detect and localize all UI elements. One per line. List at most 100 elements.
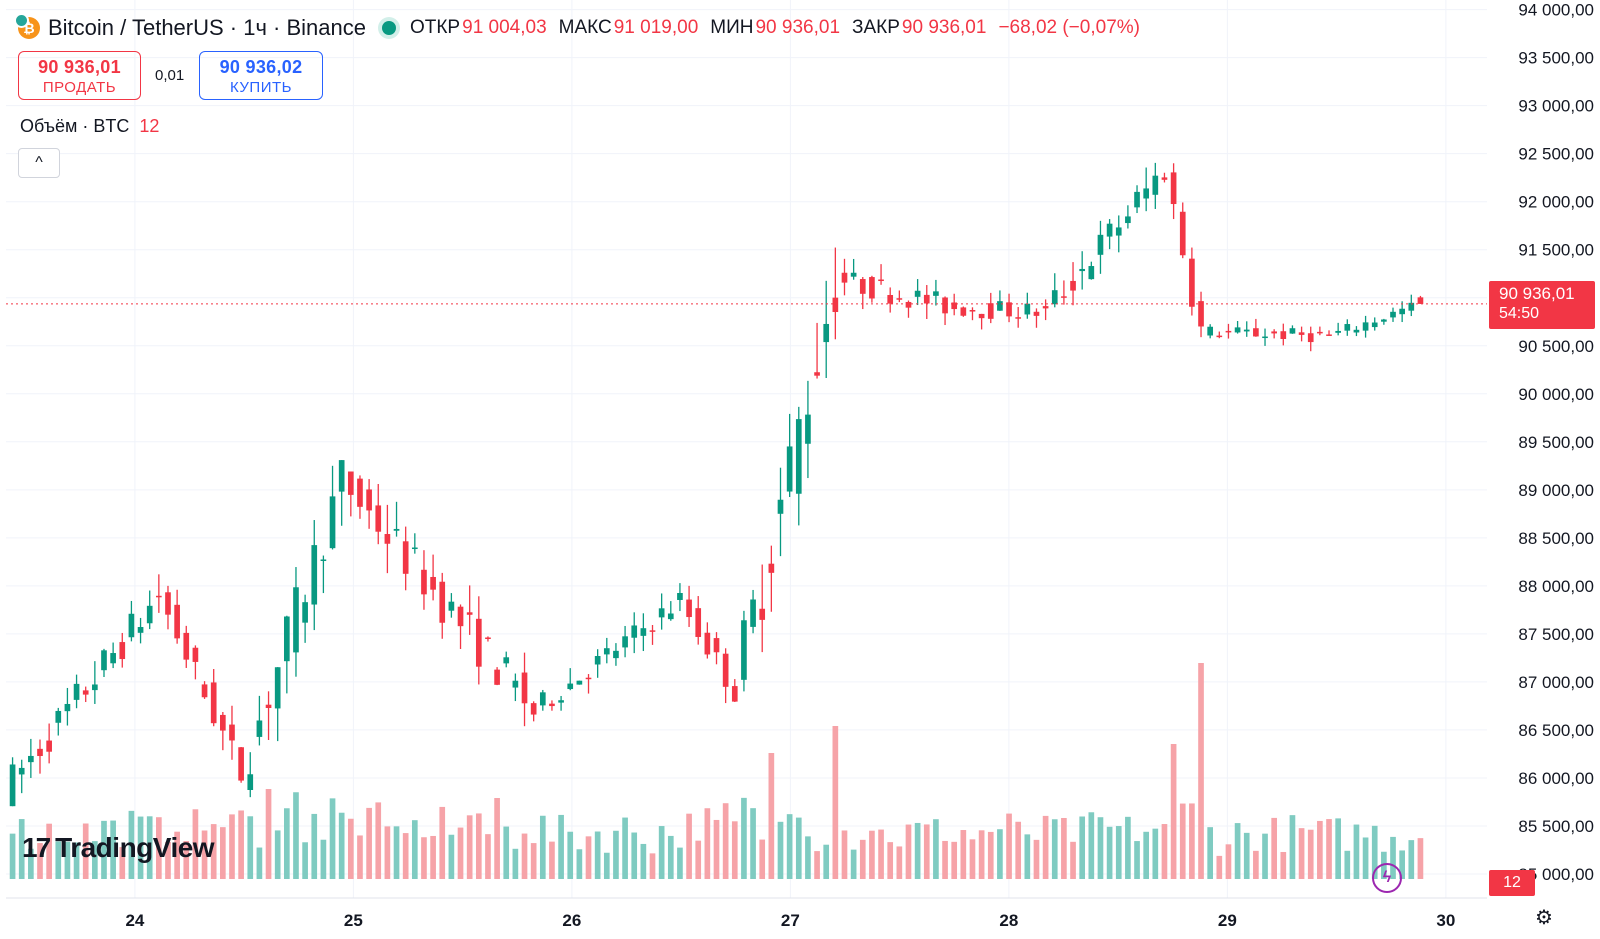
volume-bar: [539, 815, 546, 879]
candle-body: [274, 667, 281, 709]
candle-body: [37, 748, 43, 757]
candle-body: [101, 650, 107, 671]
volume-bar: [18, 819, 25, 879]
candle-body: [247, 774, 254, 791]
volume-bar: [110, 820, 116, 879]
candle-body: [1006, 302, 1012, 317]
low-label: МИН: [710, 17, 754, 38]
candle-body: [201, 684, 208, 698]
candle-body: [567, 683, 574, 690]
symbol-title[interactable]: Bitcoin / TetherUS · 1ч · Binance: [48, 15, 366, 40]
volume-bar: [311, 813, 318, 879]
candle-body: [594, 656, 601, 665]
buy-button[interactable]: 90 936,02 КУПИТЬ: [199, 51, 323, 100]
candle-body: [1106, 223, 1113, 237]
candle-body: [805, 414, 811, 444]
volume-bar: [850, 849, 857, 879]
x-tick-label: 28: [999, 911, 1018, 930]
sell-button[interactable]: 90 936,01 ПРОДАТЬ: [18, 51, 141, 100]
y-tick-label: 87 500,00: [1518, 625, 1594, 644]
candle-body: [128, 613, 135, 638]
volume-bar: [1115, 826, 1122, 879]
volume-value: 12: [139, 116, 160, 136]
candle-body: [969, 310, 976, 312]
close-value: 90 936,01: [901, 17, 987, 38]
candle-body: [750, 599, 756, 627]
candle-body: [795, 419, 802, 494]
y-tick-label: 89 500,00: [1518, 433, 1594, 452]
lightning-icon[interactable]: ϟ: [1372, 863, 1402, 893]
volume-bar: [1042, 815, 1049, 879]
volume-legend[interactable]: Объём · BTC 12: [20, 116, 159, 137]
candle-body: [603, 648, 610, 655]
volume-bar: [987, 831, 994, 879]
candle-body: [1198, 301, 1204, 327]
volume-bar: [439, 806, 446, 879]
candle-body: [210, 682, 217, 724]
volume-bar: [686, 813, 692, 879]
volume-bar: [576, 849, 583, 879]
last-price-tag: 90 936,01 54:50: [1489, 281, 1595, 329]
volume-bar: [558, 814, 564, 879]
volume-bar: [1207, 827, 1214, 879]
candle-body: [1326, 334, 1332, 336]
y-tick-label: 93 500,00: [1518, 49, 1594, 68]
volume-bar: [1344, 850, 1351, 879]
close-label: ЗАКР: [852, 17, 900, 38]
candle-body: [466, 612, 473, 615]
volume-bar: [1033, 839, 1040, 879]
candle-body: [814, 372, 820, 376]
buy-label: КУПИТЬ: [229, 79, 292, 96]
candle-body: [1353, 329, 1360, 333]
volume-bar: [1006, 813, 1012, 879]
volume-bar: [28, 848, 34, 879]
volume-bar: [814, 851, 820, 879]
candle-body: [914, 290, 921, 297]
candle-body: [741, 620, 747, 680]
volume-bar: [914, 822, 921, 879]
candle-body: [677, 593, 683, 600]
volume-bar: [165, 841, 171, 879]
volume-bar: [1024, 834, 1031, 879]
volume-bar: [695, 840, 702, 879]
candle-body: [896, 298, 903, 300]
collapse-legend-button[interactable]: ^: [18, 148, 60, 178]
volume-bar: [960, 830, 967, 879]
volume-bar: [1307, 829, 1314, 879]
candle-body: [1088, 266, 1095, 280]
candle-body: [485, 637, 491, 639]
volume-bar: [731, 821, 738, 879]
volume-bar: [485, 834, 491, 879]
y-tick-label: 86 000,00: [1518, 769, 1594, 788]
volume-bar: [878, 829, 884, 879]
y-tick-label: 92 500,00: [1518, 145, 1594, 164]
volume-bar: [1170, 744, 1177, 879]
candle-body: [82, 690, 89, 695]
volume-bar: [1399, 850, 1405, 879]
buy-price: 90 936,02: [219, 57, 303, 77]
volume-label: Объём · BTC: [20, 116, 130, 136]
candle-body: [978, 313, 985, 319]
candle-body: [183, 632, 190, 660]
candle-body: [850, 272, 857, 277]
volume-bar: [375, 802, 382, 879]
candle-body: [667, 613, 674, 620]
volume-bar: [137, 816, 144, 879]
volume-bar: [64, 841, 71, 879]
market-status-icon[interactable]: [381, 21, 396, 35]
y-tick-label: 85 500,00: [1518, 817, 1594, 836]
volume-bar: [1134, 841, 1140, 879]
volume-bar: [283, 808, 290, 879]
candle-body: [220, 714, 226, 731]
sell-price: 90 936,01: [38, 57, 121, 77]
volume-bar: [1179, 803, 1186, 879]
candle-body: [55, 710, 62, 723]
volume-bar: [1225, 844, 1232, 879]
gear-icon[interactable]: ⚙: [1535, 907, 1553, 929]
candle-body: [1417, 297, 1424, 304]
volume-bar: [101, 820, 107, 879]
tradingview-logo[interactable]: 17 TradingView: [22, 832, 215, 864]
y-tick-label: 94 000,00: [1518, 1, 1594, 20]
volume-bar: [1253, 850, 1259, 879]
